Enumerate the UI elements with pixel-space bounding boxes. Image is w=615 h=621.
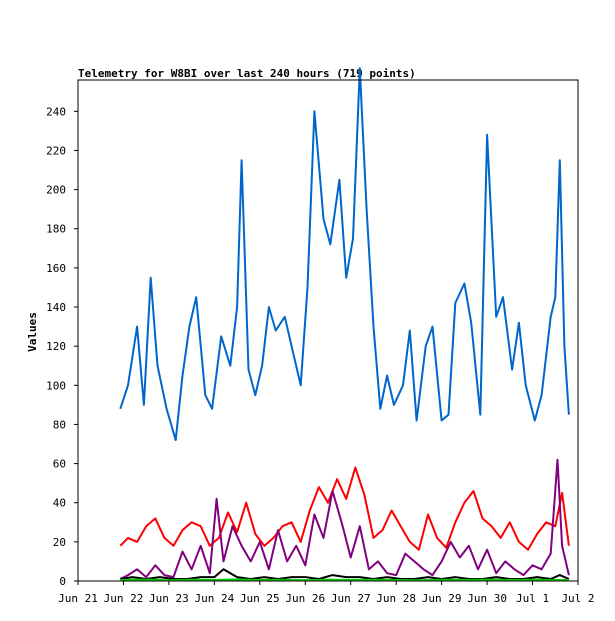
- x-tick-label: Jun 26: [285, 592, 325, 605]
- y-tick-label: 60: [53, 458, 66, 471]
- series-line-3: [120, 568, 570, 580]
- y-tick-label: 80: [53, 418, 66, 431]
- x-tick-label: Jun 29: [422, 592, 462, 605]
- x-axis: Jun 21 Jun 22 Jun 23 Jun 24 Jun 25 Jun 26 Jun …: [58, 581, 595, 605]
- y-tick-label: 20: [53, 536, 66, 549]
- x-tick-label: Jul 1: [516, 592, 549, 605]
- series-line-1: [119, 466, 570, 551]
- series-line-0: [119, 67, 570, 442]
- y-tick-label: 200: [46, 184, 66, 197]
- y-axis: 0 20 40 60 80 100 120 140 160 180 200 220 240: [46, 105, 78, 588]
- x-tick-label: Jun 22: [104, 592, 144, 605]
- x-tick-label: Jun 23: [149, 592, 189, 605]
- x-tick-label: Jul 2: [561, 592, 594, 605]
- series-layer: [119, 67, 570, 582]
- x-tick-label: Jun 21: [58, 592, 98, 605]
- y-tick-label: 180: [46, 223, 66, 236]
- y-tick-label: 240: [46, 105, 66, 118]
- y-axis-title: Values: [26, 312, 39, 352]
- x-tick-label: Jun 30: [467, 592, 507, 605]
- x-tick-label: Jun 28: [376, 592, 416, 605]
- y-tick-label: 140: [46, 301, 66, 314]
- y-tick-label: 100: [46, 379, 66, 392]
- x-tick-label: Jun 25: [240, 592, 280, 605]
- y-tick-label: 0: [59, 575, 66, 588]
- series-line-2: [119, 458, 570, 580]
- x-tick-label: Jun 27: [331, 592, 371, 605]
- y-tick-label: 220: [46, 144, 66, 157]
- y-tick-label: 40: [53, 497, 66, 510]
- chart-title: Telemetry for W8BI over last 240 hours (…: [78, 67, 416, 80]
- series-line-4: [120, 578, 569, 582]
- y-tick-label: 120: [46, 340, 66, 353]
- y-tick-label: 160: [46, 262, 66, 275]
- plot-frame: [77, 79, 579, 582]
- x-tick-label: Jun 24: [194, 592, 234, 605]
